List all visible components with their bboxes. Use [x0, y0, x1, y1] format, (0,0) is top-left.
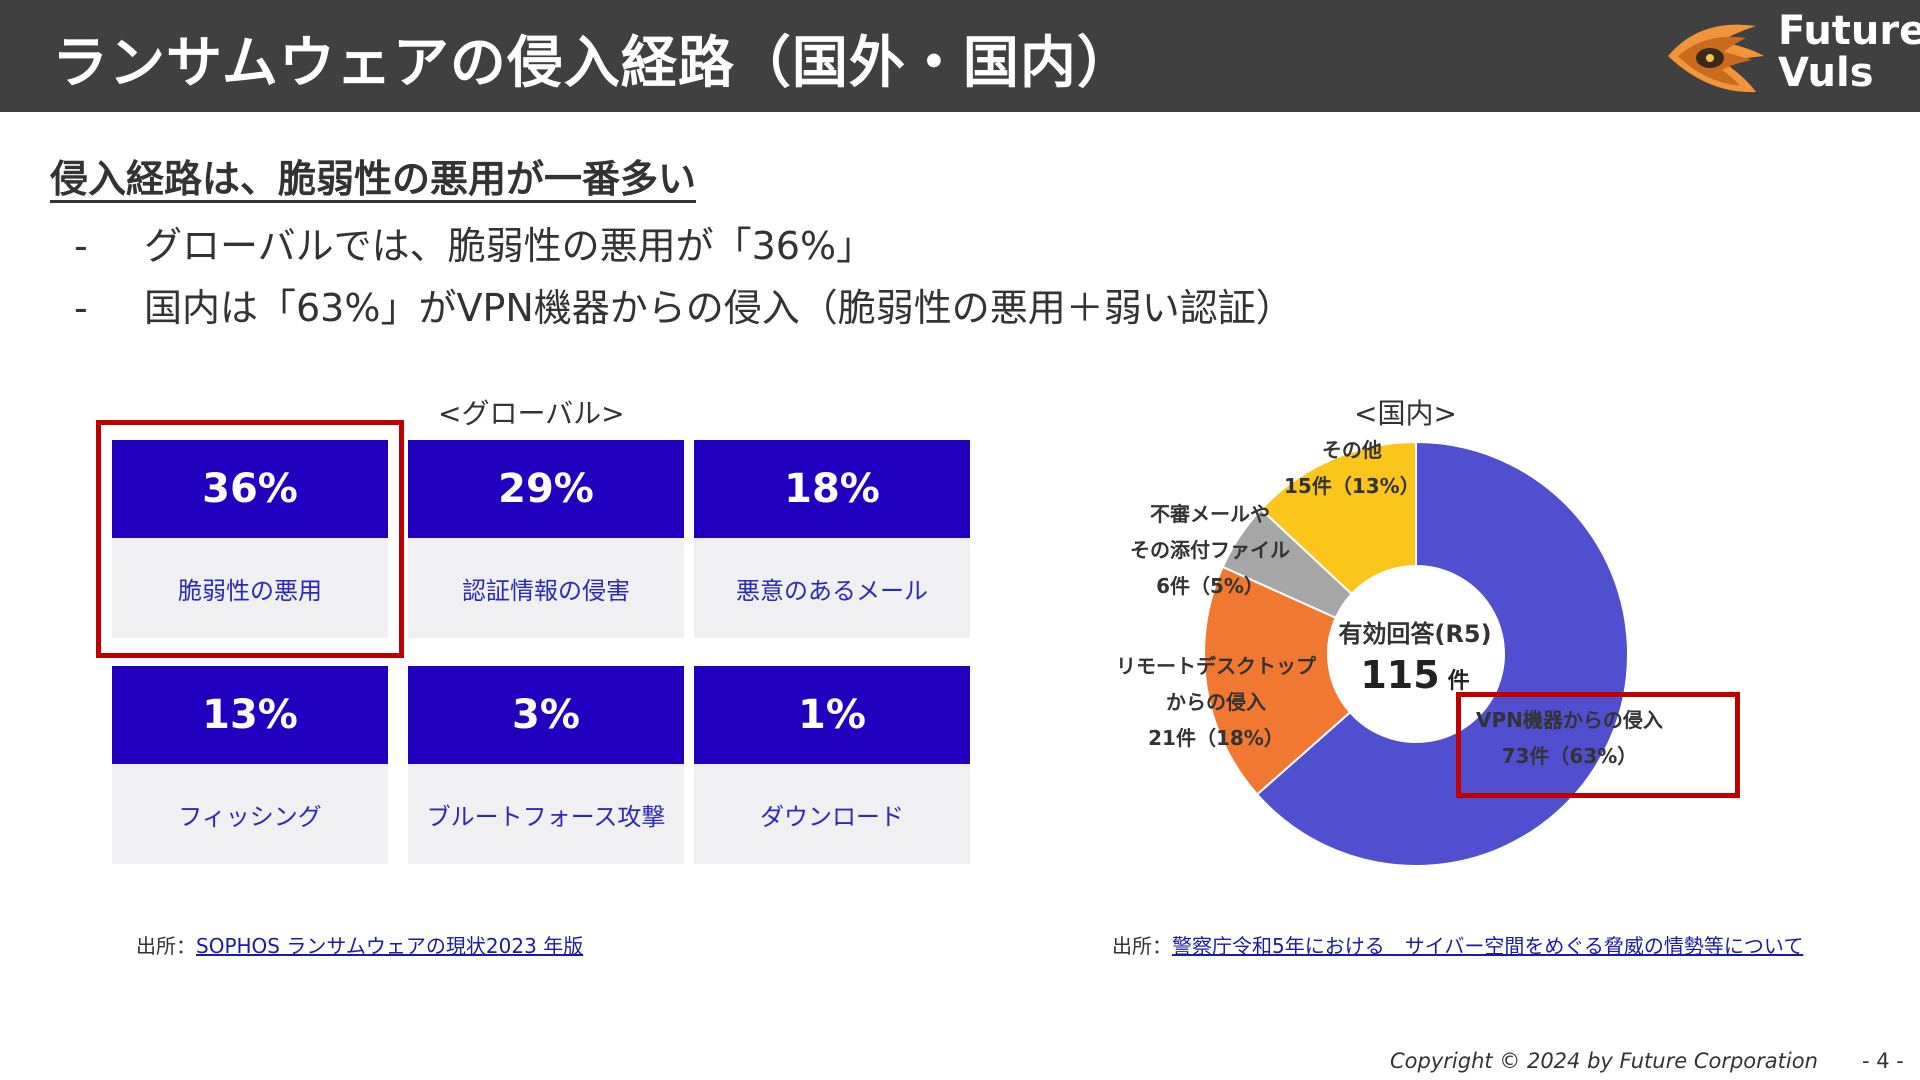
global-card: 3% ブルートフォース攻撃: [408, 666, 684, 864]
card-value: 3%: [408, 666, 684, 764]
source-global: 出所：SOPHOS ランサムウェアの現状2023 年版: [136, 930, 583, 959]
slice-label-remote: リモートデスクトップ からの侵入 21件（18%）: [1116, 648, 1316, 756]
source-prefix: 出所：: [1112, 934, 1172, 958]
card-label: ダウンロード: [760, 802, 904, 831]
card-label: 脆弱性の悪用: [178, 576, 322, 605]
slice-name: からの侵入: [1166, 690, 1266, 714]
slice-name: その添付ファイル: [1130, 538, 1290, 562]
bullet-dash: -: [74, 224, 88, 268]
card-label: ブルートフォース攻撃: [426, 802, 666, 831]
source-link-sophos[interactable]: SOPHOS ランサムウェアの現状2023 年版: [196, 934, 584, 958]
donut-chart: [1203, 440, 1629, 867]
header-bar: ランサムウェアの侵入経路（国外・国内） Future Vuls: [0, 0, 1920, 112]
global-card: 13% フィッシング: [112, 666, 388, 864]
card-value: 36%: [112, 440, 388, 538]
slice-name: 不審メールや: [1150, 502, 1270, 526]
bullet-dash: -: [74, 286, 88, 330]
source-prefix: 出所：: [136, 934, 196, 958]
slice-name: VPN機器からの侵入: [1476, 708, 1663, 732]
donut-slice-other: [1259, 440, 1417, 596]
card-value: 29%: [408, 440, 684, 538]
global-panel-label: <グローバル>: [438, 397, 625, 430]
copyright: Copyright © 2024 by Future Corporation: [1390, 1049, 1818, 1073]
card-label: フィッシング: [178, 802, 322, 831]
donut-total-value: 115: [1360, 653, 1440, 697]
headline: 侵入経路は、脆弱性の悪用が一番多い: [50, 157, 697, 201]
card-label: 認証情報の侵害: [462, 576, 630, 605]
donut-center-total: 115 件: [1330, 653, 1500, 697]
slice-count: 15件（13%）: [1284, 474, 1420, 498]
highlight-box-global: [96, 420, 404, 658]
slice-name: その他: [1321, 438, 1382, 462]
slice-count: 6件（5%）: [1156, 574, 1264, 598]
card-value: 18%: [694, 440, 970, 538]
slice-count: 21件（18%）: [1148, 726, 1284, 750]
card-value: 13%: [112, 666, 388, 764]
bullet-global: - グローバルでは、脆弱性の悪用が「36%」: [74, 215, 874, 270]
slice-count: 73件（63%）: [1501, 744, 1638, 768]
global-card: 18% 悪意のあるメール: [694, 440, 970, 638]
donut-total-unit: 件: [1447, 669, 1470, 694]
bullet-domestic: - 国内は「63%」がVPN機器からの侵入（脆弱性の悪用＋弱い認証）: [74, 277, 1294, 332]
logo-text-future: Future: [1778, 8, 1920, 54]
page-number: - 4 -: [1862, 1049, 1904, 1073]
future-vuls-logo: Future Vuls: [1660, 8, 1920, 104]
global-card: 36% 脆弱性の悪用: [112, 440, 388, 638]
eye-logo-icon: [1668, 24, 1764, 93]
source-domestic: 出所：警察庁令和5年における サイバー空間をめぐる脅威の情勢等について: [1112, 930, 1803, 959]
bullet-text: グローバルでは、脆弱性の悪用が「36%」: [144, 224, 875, 268]
global-card: 29% 認証情報の侵害: [408, 440, 684, 638]
domestic-panel-label: <国内>: [1354, 397, 1457, 430]
card-value: 1%: [694, 666, 970, 764]
slice-label-other: その他 15件（13%）: [1284, 432, 1420, 504]
bullet-text: 国内は「63%」がVPN機器からの侵入（脆弱性の悪用＋弱い認証）: [144, 286, 1294, 330]
highlight-box-domestic: [1456, 692, 1740, 798]
donut-center: 有効回答(R5) 115 件: [1330, 614, 1500, 697]
logo-text-vuls: Vuls: [1778, 50, 1874, 96]
donut-slice-vpn: [1255, 440, 1629, 867]
donut-center-title: 有効回答(R5): [1338, 620, 1492, 648]
source-link-npa[interactable]: 警察庁令和5年における サイバー空間をめぐる脅威の情勢等について: [1172, 934, 1804, 958]
card-label: 悪意のあるメール: [736, 576, 928, 605]
slice-label-mail: 不審メールや その添付ファイル 6件（5%）: [1130, 496, 1290, 604]
page-title: ランサムウェアの侵入経路（国外・国内）: [52, 31, 1134, 96]
global-card: 1% ダウンロード: [694, 666, 970, 864]
slice-name: リモートデスクトップ: [1116, 654, 1316, 678]
slice-label-vpn: VPN機器からの侵入 73件（63%）: [1476, 702, 1663, 774]
donut-slice-remote: [1203, 565, 1352, 796]
